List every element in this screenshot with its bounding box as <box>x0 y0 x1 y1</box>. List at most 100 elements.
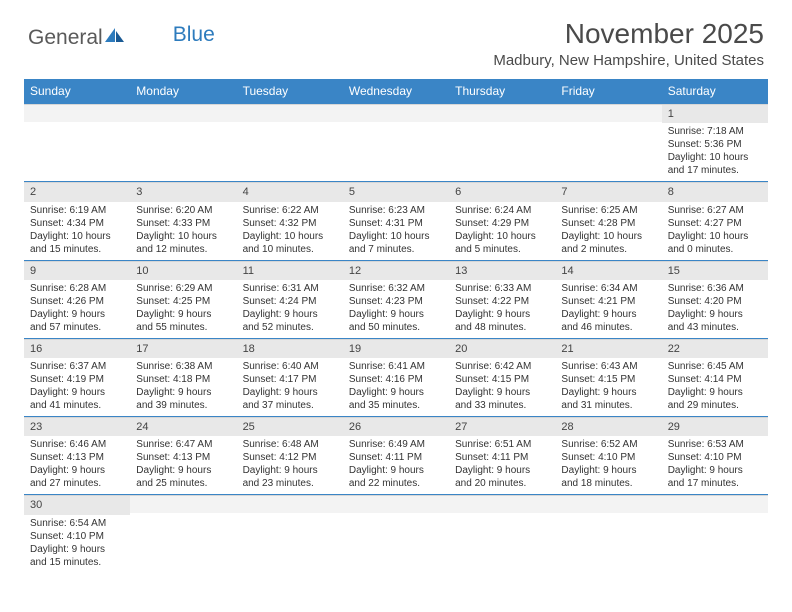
sunrise-text: Sunrise: 6:22 AM <box>243 204 337 217</box>
daylight-text: Daylight: 10 hours and 12 minutes. <box>136 230 230 256</box>
calendar-cell: 20Sunrise: 6:42 AMSunset: 4:15 PMDayligh… <box>449 338 555 416</box>
cell-body: Sunrise: 6:25 AMSunset: 4:28 PMDaylight:… <box>555 202 661 260</box>
day-number: 2 <box>24 182 130 201</box>
cell-body: Sunrise: 6:27 AMSunset: 4:27 PMDaylight:… <box>662 202 768 260</box>
weekday-header-row: Sunday Monday Tuesday Wednesday Thursday… <box>24 79 768 104</box>
logo-text-2: Blue <box>173 23 215 47</box>
sunrise-text: Sunrise: 6:38 AM <box>136 360 230 373</box>
sunset-text: Sunset: 4:28 PM <box>561 217 655 230</box>
cell-body: Sunrise: 6:34 AMSunset: 4:21 PMDaylight:… <box>555 280 661 338</box>
sunrise-text: Sunrise: 6:23 AM <box>349 204 443 217</box>
sunrise-text: Sunrise: 6:24 AM <box>455 204 549 217</box>
cell-body: Sunrise: 6:37 AMSunset: 4:19 PMDaylight:… <box>24 358 130 416</box>
daylight-text: Daylight: 9 hours and 17 minutes. <box>668 464 762 490</box>
weekday-header: Sunday <box>24 79 130 104</box>
day-number: 28 <box>555 417 661 436</box>
cell-body: Sunrise: 6:31 AMSunset: 4:24 PMDaylight:… <box>237 280 343 338</box>
calendar-cell <box>343 104 449 182</box>
day-number <box>449 495 555 513</box>
daylight-text: Daylight: 9 hours and 39 minutes. <box>136 386 230 412</box>
cell-body: Sunrise: 6:29 AMSunset: 4:25 PMDaylight:… <box>130 280 236 338</box>
day-number <box>130 104 236 122</box>
sunset-text: Sunset: 4:15 PM <box>561 373 655 386</box>
sunrise-text: Sunrise: 6:32 AM <box>349 282 443 295</box>
daylight-text: Daylight: 9 hours and 48 minutes. <box>455 308 549 334</box>
sunset-text: Sunset: 4:19 PM <box>30 373 124 386</box>
day-number <box>237 495 343 513</box>
sunset-text: Sunset: 4:15 PM <box>455 373 549 386</box>
header: General Blue November 2025 Madbury, New … <box>0 0 792 75</box>
sunrise-text: Sunrise: 6:31 AM <box>243 282 337 295</box>
day-number: 9 <box>24 261 130 280</box>
day-number: 13 <box>449 261 555 280</box>
daylight-text: Daylight: 10 hours and 2 minutes. <box>561 230 655 256</box>
calendar-cell: 30Sunrise: 6:54 AMSunset: 4:10 PMDayligh… <box>24 495 130 573</box>
sunset-text: Sunset: 4:31 PM <box>349 217 443 230</box>
daylight-text: Daylight: 10 hours and 5 minutes. <box>455 230 549 256</box>
calendar-row: 30Sunrise: 6:54 AMSunset: 4:10 PMDayligh… <box>24 495 768 573</box>
daylight-text: Daylight: 10 hours and 7 minutes. <box>349 230 443 256</box>
sunrise-text: Sunrise: 6:36 AM <box>668 282 762 295</box>
daylight-text: Daylight: 9 hours and 57 minutes. <box>30 308 124 334</box>
day-number: 17 <box>130 339 236 358</box>
sunrise-text: Sunrise: 6:45 AM <box>668 360 762 373</box>
sunrise-text: Sunrise: 6:46 AM <box>30 438 124 451</box>
calendar-cell: 23Sunrise: 6:46 AMSunset: 4:13 PMDayligh… <box>24 417 130 495</box>
calendar-cell: 7Sunrise: 6:25 AMSunset: 4:28 PMDaylight… <box>555 182 661 260</box>
day-number <box>555 104 661 122</box>
calendar-cell: 17Sunrise: 6:38 AMSunset: 4:18 PMDayligh… <box>130 338 236 416</box>
daylight-text: Daylight: 9 hours and 33 minutes. <box>455 386 549 412</box>
sunrise-text: Sunrise: 6:47 AM <box>136 438 230 451</box>
day-number: 19 <box>343 339 449 358</box>
calendar-cell <box>662 495 768 573</box>
cell-body: Sunrise: 6:24 AMSunset: 4:29 PMDaylight:… <box>449 202 555 260</box>
sunrise-text: Sunrise: 6:28 AM <box>30 282 124 295</box>
calendar-table: Sunday Monday Tuesday Wednesday Thursday… <box>24 79 768 573</box>
calendar-cell <box>24 104 130 182</box>
sunset-text: Sunset: 4:11 PM <box>349 451 443 464</box>
day-number: 27 <box>449 417 555 436</box>
sunrise-text: Sunrise: 6:49 AM <box>349 438 443 451</box>
day-number: 16 <box>24 339 130 358</box>
daylight-text: Daylight: 9 hours and 25 minutes. <box>136 464 230 490</box>
sunset-text: Sunset: 4:16 PM <box>349 373 443 386</box>
day-number <box>555 495 661 513</box>
sunset-text: Sunset: 4:32 PM <box>243 217 337 230</box>
calendar-cell: 4Sunrise: 6:22 AMSunset: 4:32 PMDaylight… <box>237 182 343 260</box>
cell-body: Sunrise: 6:32 AMSunset: 4:23 PMDaylight:… <box>343 280 449 338</box>
logo: General Blue <box>28 26 215 50</box>
cell-body: Sunrise: 6:49 AMSunset: 4:11 PMDaylight:… <box>343 436 449 494</box>
sunset-text: Sunset: 4:27 PM <box>668 217 762 230</box>
calendar-cell: 19Sunrise: 6:41 AMSunset: 4:16 PMDayligh… <box>343 338 449 416</box>
day-number <box>130 495 236 513</box>
calendar-cell <box>555 495 661 573</box>
day-number: 24 <box>130 417 236 436</box>
calendar-cell: 18Sunrise: 6:40 AMSunset: 4:17 PMDayligh… <box>237 338 343 416</box>
weekday-header: Saturday <box>662 79 768 104</box>
calendar-row: 9Sunrise: 6:28 AMSunset: 4:26 PMDaylight… <box>24 260 768 338</box>
calendar-cell: 21Sunrise: 6:43 AMSunset: 4:15 PMDayligh… <box>555 338 661 416</box>
daylight-text: Daylight: 10 hours and 0 minutes. <box>668 230 762 256</box>
day-number: 10 <box>130 261 236 280</box>
calendar-cell <box>343 495 449 573</box>
weekday-header: Tuesday <box>237 79 343 104</box>
sunrise-text: Sunrise: 6:42 AM <box>455 360 549 373</box>
sunrise-text: Sunrise: 6:53 AM <box>668 438 762 451</box>
calendar-cell: 27Sunrise: 6:51 AMSunset: 4:11 PMDayligh… <box>449 417 555 495</box>
cell-body: Sunrise: 6:48 AMSunset: 4:12 PMDaylight:… <box>237 436 343 494</box>
calendar-cell: 9Sunrise: 6:28 AMSunset: 4:26 PMDaylight… <box>24 260 130 338</box>
day-number: 18 <box>237 339 343 358</box>
cell-body: Sunrise: 6:41 AMSunset: 4:16 PMDaylight:… <box>343 358 449 416</box>
weekday-header: Friday <box>555 79 661 104</box>
sunset-text: Sunset: 4:12 PM <box>243 451 337 464</box>
day-number <box>24 104 130 122</box>
sail-icon <box>105 26 125 50</box>
calendar-row: 16Sunrise: 6:37 AMSunset: 4:19 PMDayligh… <box>24 338 768 416</box>
sunrise-text: Sunrise: 6:43 AM <box>561 360 655 373</box>
day-number: 4 <box>237 182 343 201</box>
sunrise-text: Sunrise: 6:37 AM <box>30 360 124 373</box>
sunset-text: Sunset: 4:34 PM <box>30 217 124 230</box>
calendar-body: 1Sunrise: 7:18 AMSunset: 5:36 PMDaylight… <box>24 104 768 573</box>
calendar-row: 2Sunrise: 6:19 AMSunset: 4:34 PMDaylight… <box>24 182 768 260</box>
daylight-text: Daylight: 9 hours and 18 minutes. <box>561 464 655 490</box>
